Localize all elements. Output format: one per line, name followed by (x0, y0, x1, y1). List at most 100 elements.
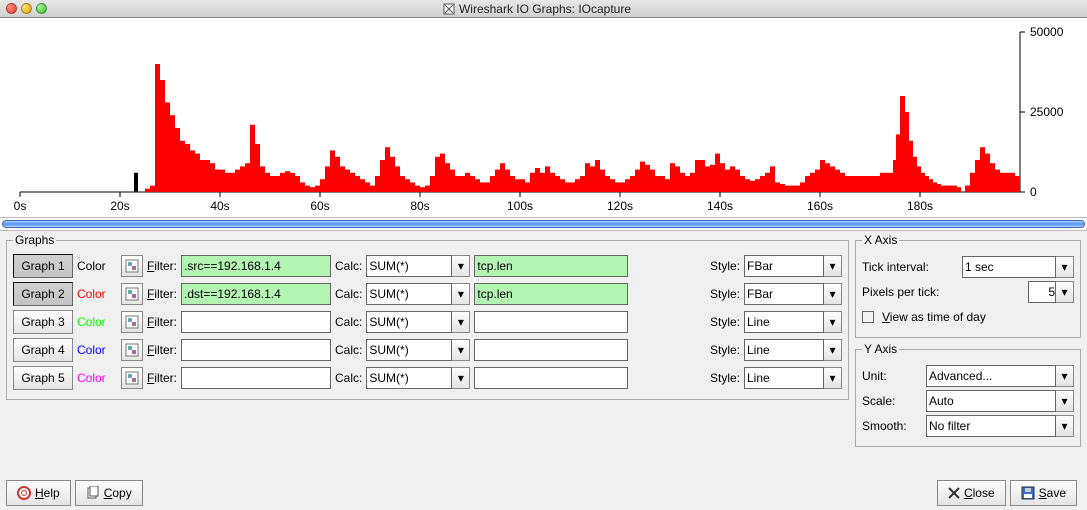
filter-icon (125, 259, 139, 273)
graph-toggle-button[interactable]: Graph 1 (13, 254, 73, 278)
calc-label: Calc: (335, 371, 362, 385)
chevron-down-icon[interactable]: ▾ (1056, 256, 1074, 278)
smooth-select[interactable] (926, 415, 1056, 437)
calc-select[interactable] (366, 367, 452, 389)
copy-icon (86, 486, 100, 500)
filter-input[interactable] (181, 367, 331, 389)
filter-label: Filter: (147, 259, 177, 273)
graph-row: Graph 5ColorFilter:Calc:▾Style:▾ (13, 365, 842, 391)
svg-text:120s: 120s (607, 199, 633, 213)
filter-expression-button[interactable] (121, 367, 143, 389)
calc-field-input[interactable] (474, 311, 628, 333)
calc-select[interactable] (366, 311, 452, 333)
chevron-down-icon[interactable]: ▾ (824, 367, 842, 389)
style-select[interactable] (744, 255, 824, 277)
svg-text:160s: 160s (807, 199, 833, 213)
io-graph[interactable]: 025000500000s20s40s60s80s100s120s140s160… (10, 22, 1077, 217)
calc-select[interactable] (366, 283, 452, 305)
copy-button[interactable]: Copy (75, 480, 143, 506)
lifebuoy-icon (17, 486, 31, 500)
chevron-down-icon[interactable]: ▾ (452, 311, 470, 333)
scale-select[interactable] (926, 390, 1056, 412)
chevron-down-icon[interactable]: ▾ (1056, 415, 1074, 437)
chevron-down-icon[interactable]: ▾ (452, 255, 470, 277)
window-title: Wireshark IO Graphs: IOcapture (47, 2, 1027, 16)
calc-field-input[interactable] (474, 339, 628, 361)
style-select[interactable] (744, 339, 824, 361)
chevron-down-icon[interactable]: ▾ (1056, 281, 1074, 303)
filter-expression-button[interactable] (121, 311, 143, 333)
scale-label: Scale: (862, 394, 922, 408)
chevron-down-icon[interactable]: ▾ (1056, 365, 1074, 387)
window-zoom-icon[interactable] (36, 3, 47, 14)
style-label: Style: (710, 371, 740, 385)
graph-row: Graph 1ColorFilter:Calc:▾Style:▾ (13, 253, 842, 279)
unit-select[interactable] (926, 365, 1056, 387)
calc-label: Calc: (335, 287, 362, 301)
calc-label: Calc: (335, 315, 362, 329)
calc-field-input[interactable] (474, 367, 628, 389)
ppt-label: Pixels per tick: (862, 285, 958, 299)
graph-row: Graph 3ColorFilter:Calc:▾Style:▾ (13, 309, 842, 335)
style-select[interactable] (744, 367, 824, 389)
close-button[interactable]: Close (937, 480, 1006, 506)
window-minimize-icon[interactable] (21, 3, 32, 14)
chevron-down-icon[interactable]: ▾ (824, 311, 842, 333)
filter-input[interactable] (181, 283, 331, 305)
graph-toggle-button[interactable]: Graph 2 (13, 282, 73, 306)
color-label: Color (77, 287, 117, 301)
filter-expression-button[interactable] (121, 255, 143, 277)
calc-field-input[interactable] (474, 283, 628, 305)
footer: Help Copy Close Save (6, 480, 1081, 506)
window-close-icon[interactable] (6, 3, 17, 14)
calc-field-input[interactable] (474, 255, 628, 277)
xaxis-panel: X Axis Tick interval: ▾ Pixels per tick:… (855, 233, 1081, 338)
filter-expression-button[interactable] (121, 339, 143, 361)
tick-interval-label: Tick interval: (862, 260, 958, 274)
chart-area: 025000500000s20s40s60s80s100s120s140s160… (0, 18, 1087, 217)
filter-expression-button[interactable] (121, 283, 143, 305)
yaxis-heading: Y Axis (862, 342, 899, 356)
graph-toggle-button[interactable]: Graph 5 (13, 366, 73, 390)
view-tod-label: View as time of day (882, 310, 986, 324)
svg-text:100s: 100s (507, 199, 533, 213)
tick-interval-select[interactable] (962, 256, 1056, 278)
graphs-heading: Graphs (13, 233, 56, 247)
style-label: Style: (710, 315, 740, 329)
filter-input[interactable] (181, 311, 331, 333)
calc-select[interactable] (366, 255, 452, 277)
svg-text:0s: 0s (14, 199, 27, 213)
chevron-down-icon[interactable]: ▾ (452, 367, 470, 389)
save-button[interactable]: Save (1010, 480, 1077, 506)
close-icon (948, 487, 960, 499)
floppy-icon (1021, 486, 1035, 500)
svg-text:25000: 25000 (1030, 105, 1064, 119)
horizontal-scrollbar[interactable] (0, 217, 1087, 231)
svg-text:20s: 20s (110, 199, 129, 213)
view-tod-checkbox[interactable] (862, 311, 874, 323)
filter-input[interactable] (181, 339, 331, 361)
help-button[interactable]: Help (6, 480, 71, 506)
chevron-down-icon[interactable]: ▾ (824, 255, 842, 277)
chevron-down-icon[interactable]: ▾ (824, 339, 842, 361)
graphs-panel: Graphs Graph 1ColorFilter:Calc:▾Style:▾G… (6, 233, 849, 400)
chevron-down-icon[interactable]: ▾ (1056, 390, 1074, 412)
graph-toggle-button[interactable]: Graph 3 (13, 310, 73, 334)
calc-select[interactable] (366, 339, 452, 361)
chevron-down-icon[interactable]: ▾ (452, 283, 470, 305)
style-select[interactable] (744, 311, 824, 333)
filter-input[interactable] (181, 255, 331, 277)
style-label: Style: (710, 343, 740, 357)
graph-toggle-button[interactable]: Graph 4 (13, 338, 73, 362)
filter-label: Filter: (147, 371, 177, 385)
filter-label: Filter: (147, 287, 177, 301)
style-select[interactable] (744, 283, 824, 305)
color-label: Color (77, 343, 117, 357)
svg-text:60s: 60s (310, 199, 329, 213)
color-label: Color (77, 315, 117, 329)
chevron-down-icon[interactable]: ▾ (824, 283, 842, 305)
yaxis-panel: Y Axis Unit: ▾ Scale: ▾ Smooth: ▾ (855, 342, 1081, 447)
chevron-down-icon[interactable]: ▾ (452, 339, 470, 361)
ppt-select[interactable] (1028, 281, 1056, 303)
svg-text:40s: 40s (210, 199, 229, 213)
